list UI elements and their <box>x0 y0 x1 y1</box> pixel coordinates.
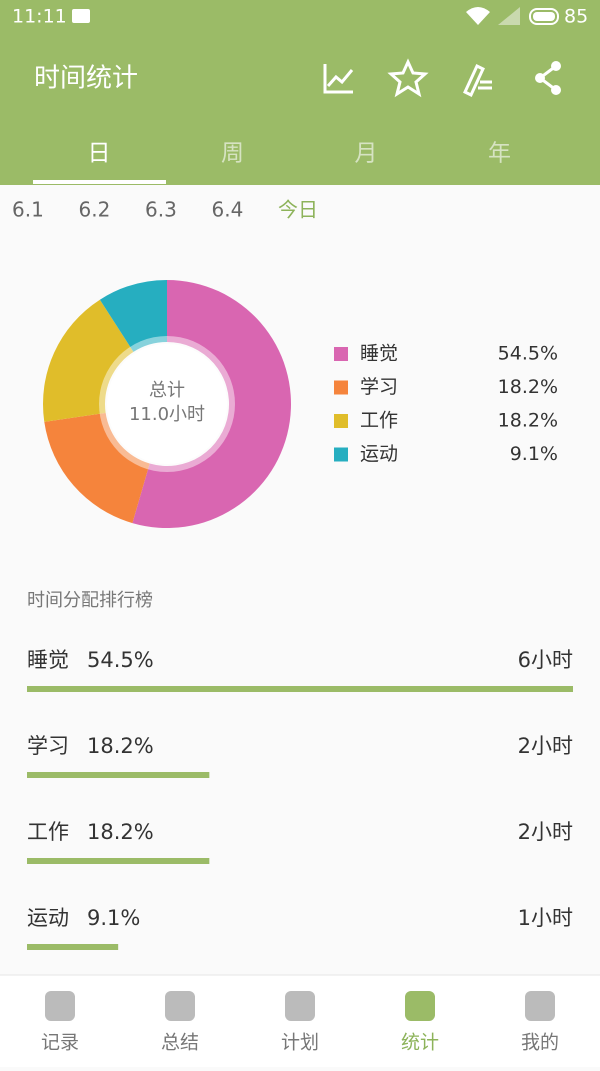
status-icon <box>72 9 90 23</box>
legend-swatch <box>334 380 348 395</box>
legend-swatch <box>334 414 348 428</box>
legend-label: 工作 <box>360 410 398 432</box>
legend-label: 学习 <box>360 376 398 398</box>
legend-label: 睡觉 <box>360 343 398 365</box>
nav-icon <box>405 991 435 1021</box>
rank-percent: 18.2% <box>87 820 154 844</box>
tab[interactable]: 年 <box>488 141 511 167</box>
rank-bar <box>27 858 210 864</box>
donut-slice <box>44 412 150 524</box>
date[interactable]: 6.2 <box>79 198 111 222</box>
signal-icon <box>498 7 520 25</box>
tab[interactable]: 日 <box>88 141 111 167</box>
date[interactable]: 6.1 <box>12 198 44 222</box>
rank-name: 工作 <box>27 820 69 844</box>
tab[interactable]: 周 <box>221 141 244 167</box>
rank-bar <box>27 686 573 692</box>
date[interactable]: 今日 <box>278 198 318 222</box>
tab-indicator <box>33 180 166 184</box>
rank-hours: 6小时 <box>518 648 573 672</box>
nav-icon <box>45 991 75 1021</box>
center-label: 总计 <box>149 380 185 401</box>
donut-slice <box>42 299 134 422</box>
nav-item[interactable]: 统计 <box>401 1032 439 1054</box>
star-button[interactable] <box>387 58 429 98</box>
donut-slice <box>99 280 167 352</box>
date[interactable]: 6.4 <box>212 198 244 222</box>
donut-slice <box>132 280 292 528</box>
edit-button[interactable] <box>463 63 492 98</box>
nav-item[interactable]: 我的 <box>521 1032 559 1054</box>
nav-item[interactable]: 记录 <box>41 1032 79 1054</box>
trend-button[interactable] <box>323 64 354 94</box>
legend-label: 运动 <box>360 443 398 465</box>
nav-item[interactable]: 总结 <box>161 1032 199 1054</box>
legend-value: 54.5% <box>498 343 558 365</box>
legend-value: 18.2% <box>498 376 558 398</box>
battery-level <box>533 12 555 21</box>
rank-hours: 2小时 <box>518 820 573 844</box>
donut-hole <box>107 344 227 464</box>
battery-icon <box>529 8 559 25</box>
status-time: 11:11 <box>12 6 67 28</box>
rank-name: 学习 <box>27 734 69 758</box>
nav-icon <box>285 991 315 1021</box>
rank-name: 运动 <box>27 906 69 930</box>
nav-item[interactable]: 计划 <box>281 1032 319 1054</box>
legend-swatch <box>334 447 348 462</box>
app-title: 时间统计 <box>34 64 138 94</box>
nav-icon <box>165 991 195 1021</box>
date[interactable]: 6.3 <box>145 198 177 222</box>
app-bar <box>0 0 600 185</box>
rank-hours: 1小时 <box>518 906 573 930</box>
ranking-title: 时间分配排行榜 <box>27 590 153 611</box>
rank-name: 睡觉 <box>27 648 69 672</box>
rank-bar <box>27 944 119 950</box>
tab[interactable]: 月 <box>355 141 378 167</box>
rank-percent: 9.1% <box>87 906 140 930</box>
rank-percent: 18.2% <box>87 734 154 758</box>
rank-hours: 2小时 <box>518 734 573 758</box>
wifi-icon <box>466 7 490 25</box>
legend-swatch <box>334 347 348 361</box>
center-value: 11.0小时 <box>129 404 205 425</box>
legend-value: 9.1% <box>510 443 558 465</box>
nav-icon <box>525 991 555 1021</box>
rank-bar <box>27 772 210 778</box>
rank-percent: 54.5% <box>87 648 154 672</box>
legend-value: 18.2% <box>498 410 558 432</box>
battery-text: 85 <box>564 6 588 28</box>
